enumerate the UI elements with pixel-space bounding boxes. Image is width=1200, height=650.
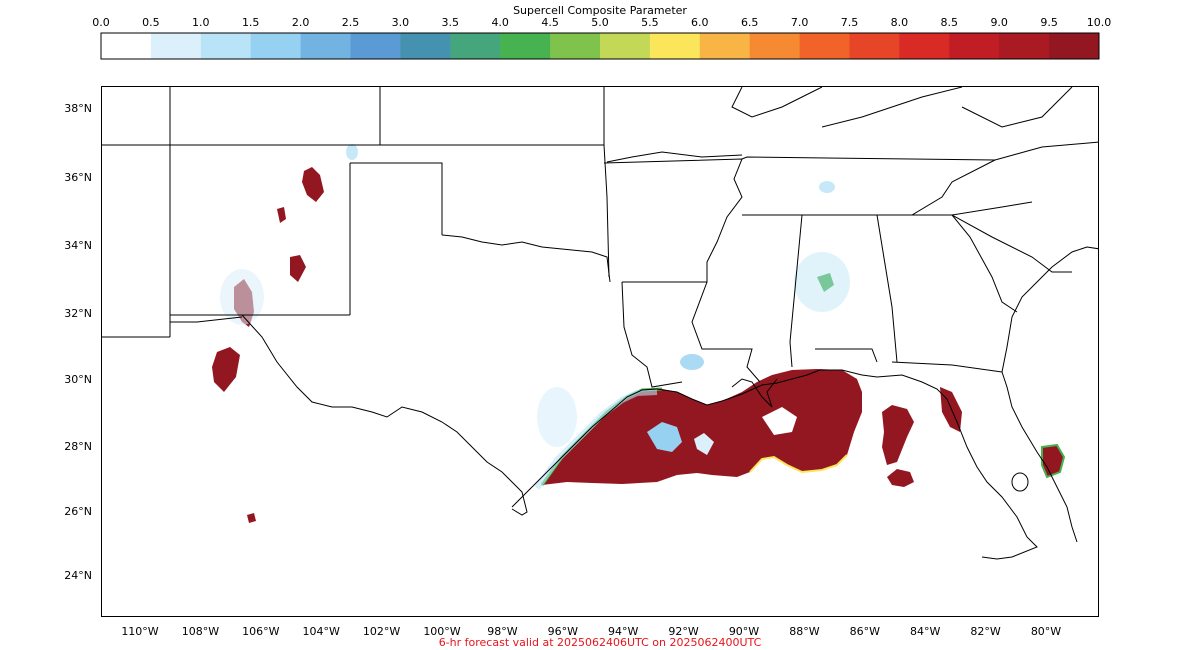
- colorbar-tick-label: 1.0: [192, 16, 210, 29]
- latitude-label: 38°N: [64, 102, 92, 115]
- state-borders: [102, 87, 1098, 560]
- colorbar-tick-label: 4.5: [541, 16, 559, 29]
- colorbar-cell: [649, 33, 701, 59]
- colorbar-cell: [999, 33, 1050, 59]
- colorbar-cell: [500, 33, 551, 59]
- forecast-valid-footer: 6-hr forecast valid at 2025062406UTC on …: [438, 636, 762, 649]
- longitude-label: 86°W: [849, 625, 880, 638]
- latitude-label: 32°N: [64, 307, 92, 320]
- colorbar-cell: [899, 33, 950, 59]
- colorbar-tick-label: 9.5: [1040, 16, 1058, 29]
- colorbar-cell: [350, 33, 401, 59]
- colorbar-tick-label: 2.5: [341, 16, 360, 29]
- longitude-label: 96°W: [547, 625, 578, 638]
- colorbar-tick-label: 0.5: [142, 16, 160, 29]
- colorbar-tick-label: 9.0: [990, 16, 1008, 29]
- colorbar-cell: [799, 33, 850, 59]
- colorbar-cell: [450, 33, 501, 59]
- colorbar-tick-label: 7.0: [790, 16, 809, 29]
- longitude-label: 84°W: [910, 625, 941, 638]
- colorbar: [100, 32, 1100, 60]
- colorbar-cell: [1049, 33, 1100, 59]
- longitude-label: 104°W: [302, 625, 340, 638]
- longitude-label: 82°W: [970, 625, 1001, 638]
- longitude-label: 108°W: [181, 625, 220, 638]
- colorbar-cell: [949, 33, 1000, 59]
- longitude-label: 98°W: [487, 625, 518, 638]
- longitude-label: 110°W: [121, 625, 159, 638]
- colorbar-tick-label: 8.0: [890, 16, 909, 29]
- longitude-label: 80°W: [1030, 625, 1062, 638]
- longitude-label: 94°W: [608, 625, 639, 638]
- colorbar-cell: [150, 33, 202, 59]
- colorbar-title: Supercell Composite Parameter: [513, 4, 687, 17]
- colorbar-tick-label: 10.0: [1086, 16, 1112, 29]
- colorbar-cell: [849, 33, 900, 59]
- colorbar-tick-label: 5.5: [641, 16, 659, 29]
- scp-light-layer: [220, 144, 850, 447]
- colorbar-tick-label: 8.5: [940, 16, 959, 29]
- longitude-label: 100°W: [423, 625, 461, 638]
- latitude-label: 36°N: [64, 171, 92, 184]
- colorbar-tick-label: 4.0: [491, 16, 509, 29]
- colorbar-tick-label: 7.5: [840, 16, 859, 29]
- colorbar-cell: [550, 33, 601, 59]
- colorbar-tick-label: 5.0: [591, 16, 609, 29]
- colorbar-cell: [250, 33, 302, 59]
- scp-fill-layer: [212, 167, 1066, 523]
- latitude-label: 30°N: [64, 373, 92, 386]
- longitude-label: 92°W: [668, 625, 699, 638]
- colorbar-tick-label: 3.5: [441, 16, 460, 29]
- longitude-label: 102°W: [362, 625, 401, 638]
- colorbar-tick-label: 3.0: [391, 16, 410, 29]
- colorbar-cell: [400, 33, 451, 59]
- colorbar-tick-label: 6.0: [691, 16, 709, 29]
- longitude-label: 88°W: [789, 625, 820, 638]
- colorbar-cell: [749, 33, 801, 59]
- longitude-label: 106°W: [242, 625, 280, 638]
- colorbar-cell: [300, 33, 351, 59]
- colorbar-cell: [699, 33, 751, 59]
- latitude-label: 34°N: [64, 239, 92, 252]
- colorbar-cell: [200, 33, 252, 59]
- colorbar-cell: [600, 33, 651, 59]
- longitude-label: 90°W: [728, 625, 760, 638]
- latitude-label: 26°N: [64, 505, 92, 518]
- colorbar-tick-label: 1.5: [241, 16, 260, 29]
- colorbar-tick-label: 2.0: [291, 16, 310, 29]
- map-panel: [101, 86, 1099, 617]
- colorbar-tick-label: 0.0: [92, 16, 110, 29]
- colorbar-tick-label: 6.5: [740, 16, 759, 29]
- latitude-label: 24°N: [64, 569, 92, 582]
- latitude-label: 28°N: [64, 440, 92, 453]
- colorbar-cell: [101, 33, 152, 59]
